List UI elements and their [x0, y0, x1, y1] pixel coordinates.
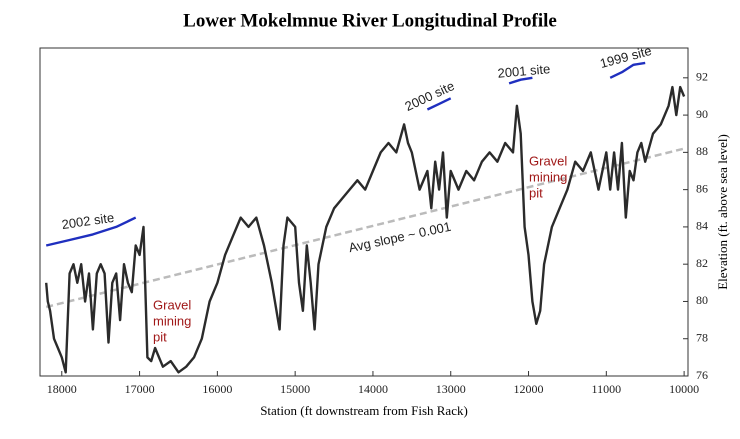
- annotation-line: Gravel: [153, 297, 191, 312]
- annotation-line: mining: [153, 313, 191, 328]
- y-tick-label: 86: [696, 181, 708, 195]
- series-line: [426, 97, 452, 111]
- series-line: [609, 61, 646, 79]
- y-axis-label: Elevation (ft. above sea level): [715, 134, 730, 290]
- annotation-line: Gravel: [529, 153, 567, 168]
- x-tick-label: 14000: [358, 382, 388, 396]
- y-tick-label: 76: [696, 368, 708, 382]
- y-tick-label: 80: [696, 293, 708, 307]
- chart-title: Lower Mokelmnue River Longitudinal Profi…: [183, 10, 557, 31]
- series-line: [508, 76, 533, 85]
- x-tick-label: 11000: [592, 382, 622, 396]
- series-label: 2001 site: [497, 61, 551, 81]
- annotation-line: pit: [529, 185, 543, 200]
- series-line: [45, 147, 685, 309]
- series-label: 2002 site: [61, 210, 115, 232]
- y-tick-label: 84: [696, 219, 708, 233]
- y-tick-label: 78: [696, 330, 708, 344]
- y-tick-label: 88: [696, 144, 708, 158]
- y-tick-label: 92: [696, 70, 708, 84]
- annotation-line: pit: [153, 329, 167, 344]
- series-label: Avg slope ~ 0.001: [347, 219, 452, 255]
- plot-frame: [39, 47, 689, 377]
- series-label: 1999 site: [598, 43, 653, 71]
- x-tick-label: 15000: [280, 382, 310, 396]
- x-tick-label: 10000: [669, 382, 699, 396]
- x-tick-label: 13000: [436, 382, 466, 396]
- series-line: [45, 216, 137, 247]
- annotation-line: mining: [529, 169, 567, 184]
- x-tick-label: 18000: [47, 382, 77, 396]
- y-tick-label: 90: [696, 107, 708, 121]
- y-tick-label: 82: [696, 256, 708, 270]
- x-axis-label: Station (ft downstream from Fish Rack): [260, 403, 468, 418]
- x-tick-label: 17000: [125, 382, 155, 396]
- profile-line: [45, 85, 686, 374]
- x-tick-label: 16000: [202, 382, 232, 396]
- x-tick-label: 12000: [514, 382, 544, 396]
